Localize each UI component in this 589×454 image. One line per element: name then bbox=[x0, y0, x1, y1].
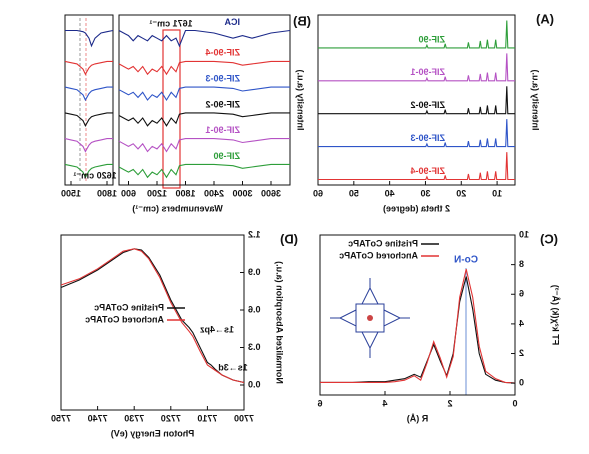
data-line bbox=[320, 268, 516, 384]
x-tick-label: 50 bbox=[349, 188, 359, 198]
data-line bbox=[318, 152, 515, 181]
y-tick-label: 6 bbox=[519, 289, 524, 299]
data-line bbox=[118, 112, 290, 127]
annotation: Co-N bbox=[454, 255, 478, 266]
data-line bbox=[118, 29, 291, 48]
x-tick-label: 3600 bbox=[261, 188, 281, 198]
series-label: ZIF-90-1 bbox=[205, 125, 240, 135]
x-tick-label: 0 bbox=[512, 398, 517, 408]
plot-frame bbox=[319, 234, 516, 396]
plot-frame bbox=[317, 14, 516, 186]
data-line bbox=[318, 53, 515, 82]
data-line bbox=[320, 276, 516, 384]
y-tick-label: 2 bbox=[519, 348, 524, 358]
y-tick-label: 4 bbox=[519, 318, 524, 328]
series-label: ICA bbox=[224, 17, 240, 27]
x-tick-label: 4 bbox=[382, 398, 387, 408]
x-tick-label: 7710 bbox=[197, 413, 217, 423]
x-tick-label: 2400 bbox=[204, 188, 224, 198]
x-tick-label: 7750 bbox=[51, 413, 71, 423]
x-tick-label: 1500 bbox=[61, 188, 81, 198]
annotation: 1671 cm⁻¹ bbox=[149, 18, 192, 28]
panel-label: (A) bbox=[536, 11, 554, 26]
x-tick-label: 1800 bbox=[97, 188, 117, 198]
data-line bbox=[60, 248, 245, 384]
x-tick-label: 60 bbox=[313, 188, 323, 198]
x-tick-label: 600 bbox=[121, 188, 136, 198]
x-tick-label: 40 bbox=[385, 188, 395, 198]
data-line bbox=[118, 60, 290, 76]
panel-label: (C) bbox=[540, 231, 558, 246]
x-tick-label: 2 bbox=[447, 398, 452, 408]
plot-frame bbox=[118, 14, 291, 186]
x-axis-title: Photon Energy (eV) bbox=[111, 428, 195, 438]
y-axis-title: Normalized Absorption (a.u.) bbox=[275, 261, 285, 384]
legend-label: Anchored CoTAPc bbox=[339, 250, 418, 260]
legend-label: Anchored CoTAPc bbox=[85, 314, 164, 324]
y-tick-label: 0.9 bbox=[248, 267, 261, 277]
x-tick-label: 7720 bbox=[161, 413, 181, 423]
x-axis-title: 2 theta (degree) bbox=[383, 203, 450, 213]
data-line bbox=[318, 20, 515, 49]
y-tick-label: 10 bbox=[519, 229, 529, 239]
x-tick-label: 20 bbox=[456, 188, 466, 198]
x-tick-label: 6 bbox=[317, 398, 322, 408]
series-label: ZIF-90-4 bbox=[205, 48, 240, 58]
x-tick-label: 30 bbox=[420, 188, 430, 198]
series-label: ZIF-90 bbox=[213, 151, 240, 161]
legend-label: Pristine CoTAPc bbox=[348, 238, 418, 248]
plot-frame bbox=[60, 234, 245, 411]
data-line bbox=[118, 163, 290, 179]
series-label: ZIF-90-2 bbox=[205, 99, 240, 109]
data-line bbox=[318, 86, 515, 115]
data-line bbox=[64, 163, 113, 179]
data-line bbox=[318, 119, 515, 148]
y-tick-label: 1.2 bbox=[248, 229, 261, 239]
series-label: ZIF-90-4 bbox=[410, 166, 445, 176]
x-tick-label: 1800 bbox=[175, 188, 195, 198]
annotation: 1s→3d bbox=[218, 362, 248, 372]
data-line bbox=[65, 29, 114, 48]
x-tick-label: 10 bbox=[492, 188, 502, 198]
annotation: 1s→4pz bbox=[199, 324, 234, 334]
annotation: 1620 cm⁻¹ bbox=[73, 170, 116, 180]
series-label: ZIF-90-3 bbox=[205, 73, 240, 83]
zoom-frame bbox=[64, 14, 114, 186]
x-tick-label: 1200 bbox=[147, 188, 167, 198]
y-tick-label: 0.6 bbox=[248, 304, 261, 314]
series-label: ZIF-90-3 bbox=[410, 133, 445, 143]
series-label: ZIF-90-2 bbox=[410, 100, 445, 110]
series-label: ZIF-90-1 bbox=[410, 67, 445, 77]
highlight-box bbox=[162, 29, 181, 189]
molecule-icon bbox=[330, 278, 410, 358]
data-line bbox=[118, 86, 290, 102]
data-line bbox=[64, 86, 113, 102]
y-axis-title: Intensity (a.u.) bbox=[296, 69, 306, 130]
y-axis-title: Intensity (a.u.) bbox=[531, 69, 541, 130]
data-line bbox=[118, 138, 290, 153]
y-tick-label: 0.0 bbox=[248, 379, 261, 389]
panel-label: (B) bbox=[293, 13, 311, 28]
x-axis-title: R (Å) bbox=[407, 413, 429, 423]
y-tick-label: 0 bbox=[519, 378, 524, 388]
data-line bbox=[64, 112, 113, 128]
data-line bbox=[64, 138, 113, 153]
series-label: ZIF-90 bbox=[418, 34, 445, 44]
legend-label: Pristine CoTAPc bbox=[94, 302, 164, 312]
x-tick-label: 7700 bbox=[234, 413, 254, 423]
y-axis-title: FT k²χ(k) (Å⁻³) bbox=[551, 285, 561, 345]
y-tick-label: 8 bbox=[519, 259, 524, 269]
x-axis-title: Wavenumbers (cm⁻¹) bbox=[132, 203, 222, 213]
data-line bbox=[60, 248, 245, 384]
panel-label: (D) bbox=[280, 231, 298, 246]
data-line bbox=[64, 60, 113, 76]
y-tick-label: 0.3 bbox=[248, 342, 261, 352]
x-tick-label: 3000 bbox=[232, 188, 252, 198]
x-tick-label: 7730 bbox=[124, 413, 144, 423]
x-tick-label: 7740 bbox=[88, 413, 108, 423]
